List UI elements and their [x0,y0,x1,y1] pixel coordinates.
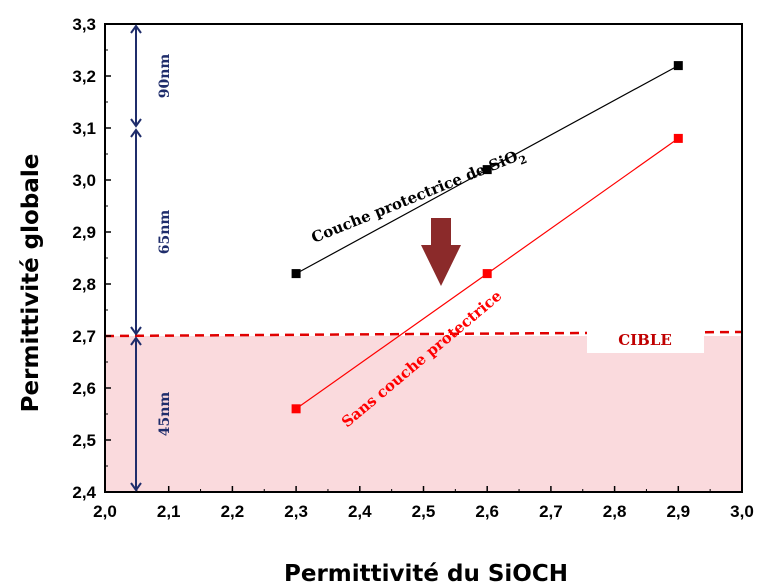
region-arrowhead-down-icon [130,118,142,128]
x-tick-label: 2,6 [475,502,499,521]
x-tick-label: 2,9 [666,502,690,521]
x-tick-label: 3,0 [730,502,754,521]
data-point [673,61,683,71]
down-arrow-icon [421,218,461,286]
target-label-box [587,329,704,353]
data-point [482,269,492,279]
region-arrowhead-up-icon [130,24,142,34]
data-point [482,165,492,175]
node-regions: 90nm 65nm 45nm [130,24,173,492]
x-tick-label: 2,0 [93,502,117,521]
x-axis-ticks: 2,0 2,1 2,2 2,3 2,4 2,5 2,6 2,7 2,8 2,9 3,0 [93,486,754,521]
y-axis-ticks: 2,4 2,5 2,6 2,7 2,8 2,9 3,0 3,1 3,2 3,3 [72,15,111,502]
target-zone [105,336,742,492]
x-tick-label: 2,5 [412,502,436,521]
region-label: 45nm [157,392,173,437]
y-tick-label: 3,1 [72,119,96,138]
y-axis-title: Permittivité globale [18,154,44,413]
target-label: CIBLE [618,331,672,349]
x-tick-label: 2,7 [539,502,563,521]
data-point [291,269,301,279]
y-tick-label: 2,9 [72,223,96,242]
y-tick-label: 2,4 [72,483,96,502]
y-tick-label: 2,7 [72,327,96,346]
series-layer [291,61,683,414]
x-tick-label: 2,2 [221,502,245,521]
data-point [291,404,301,414]
region-arrowhead-up-icon [130,336,142,346]
region-arrowhead-down-icon [130,326,142,336]
y-tick-label: 2,5 [72,431,96,450]
region-arrowhead-down-icon [130,482,142,492]
region-arrowhead-up-icon [130,128,142,138]
y-tick-label: 3,0 [72,171,96,190]
series-label-protective: Couche protectrice de SiO2 [309,144,529,250]
y-tick-label: 3,2 [72,67,96,86]
x-tick-label: 2,1 [157,502,181,521]
y-tick-label: 3,3 [72,15,96,34]
y-tick-label: 2,8 [72,275,96,294]
data-point [673,133,683,143]
x-axis-title: Permittivité du SiOCH [284,561,568,587]
region-label: 90nm [157,54,173,99]
region-label: 65nm [157,210,173,255]
x-tick-label: 2,8 [603,502,627,521]
x-tick-label: 2,3 [284,502,308,521]
x-tick-label: 2,4 [348,502,372,521]
y-tick-label: 2,6 [72,379,96,398]
